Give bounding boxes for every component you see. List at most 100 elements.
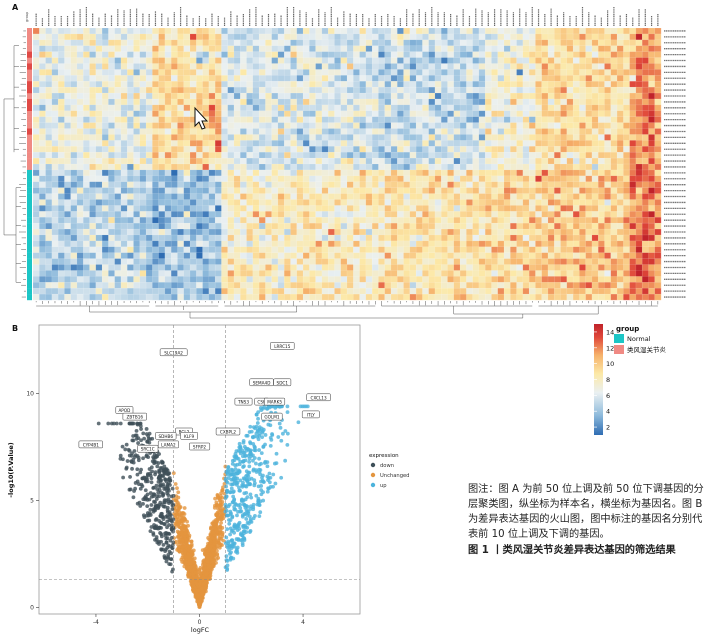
heatmap-cell — [221, 146, 228, 153]
heatmap-cell — [466, 81, 473, 88]
heatmap-cell — [466, 116, 473, 123]
heatmap-cell — [177, 164, 184, 171]
heatmap-cell — [460, 276, 467, 283]
heatmap-cell — [127, 205, 134, 212]
heatmap-cell — [353, 39, 360, 46]
heatmap-cell — [177, 28, 184, 35]
heatmap-cell — [554, 240, 561, 247]
heatmap-cell — [45, 169, 52, 176]
heatmap-cell — [102, 187, 109, 194]
heatmap-cell — [183, 288, 191, 295]
heatmap-cell — [64, 169, 71, 176]
heatmap-cell — [309, 282, 316, 289]
heatmap-cell — [215, 51, 222, 58]
heatmap-cell — [384, 276, 392, 283]
heatmap-cell — [309, 205, 316, 212]
heatmap-cell — [598, 146, 605, 153]
heatmap-cell — [233, 87, 241, 94]
heatmap-cell — [334, 75, 341, 82]
heatmap-cell — [202, 187, 209, 194]
heatmap-cell — [516, 87, 523, 94]
heatmap-cell — [591, 87, 599, 94]
heatmap-cell — [70, 152, 78, 159]
heatmap-cell — [221, 205, 228, 212]
heatmap-cell — [353, 45, 360, 52]
heatmap-cell — [139, 63, 147, 70]
heatmap-cell — [290, 294, 297, 301]
heatmap-cell — [340, 33, 348, 40]
group-annotation-cell — [27, 175, 32, 182]
heatmap-cell — [114, 110, 122, 117]
group-annotation-cell — [27, 205, 32, 212]
heatmap-cell — [196, 146, 203, 153]
heatmap-cell — [635, 128, 643, 135]
heatmap-cell — [227, 294, 235, 301]
heatmap-cell — [598, 175, 605, 182]
heatmap-cell — [353, 140, 360, 147]
heatmap-cell — [265, 98, 272, 106]
heatmap-cell — [654, 98, 662, 106]
heatmap-cell — [447, 98, 454, 106]
heatmap-cell — [610, 288, 618, 295]
heatmap-cell — [409, 270, 417, 277]
heatmap-cell — [573, 217, 580, 224]
heatmap-cell — [547, 193, 555, 200]
heatmap-cell — [541, 193, 549, 200]
heatmap-cell — [491, 33, 498, 40]
heatmap-cell — [315, 246, 323, 253]
heatmap-cell — [252, 217, 260, 224]
heatmap-cell — [95, 276, 103, 283]
heatmap-cell — [416, 175, 423, 182]
heatmap-cell — [51, 45, 59, 52]
heatmap-cell — [510, 205, 517, 212]
heatmap-cell — [353, 57, 360, 64]
heatmap-cell — [246, 187, 253, 194]
heatmap-cell — [535, 193, 542, 200]
heatmap-cell — [39, 229, 46, 236]
heatmap-cell — [416, 288, 423, 295]
heatmap-cell — [460, 270, 467, 277]
heatmap-cell — [177, 104, 184, 111]
heatmap-cell — [183, 240, 191, 247]
heatmap-cell — [120, 75, 128, 82]
heatmap-cell — [598, 140, 605, 147]
heatmap-cell — [378, 164, 385, 171]
heatmap-cell — [478, 169, 486, 176]
heatmap-cell — [504, 270, 511, 277]
heatmap-cell — [252, 234, 260, 242]
heatmap-cell — [108, 33, 115, 40]
heatmap-cell — [340, 193, 348, 200]
heatmap-cell — [45, 199, 52, 206]
heatmap-cell — [585, 122, 593, 129]
heatmap-cell — [397, 57, 404, 64]
heatmap-cell — [598, 229, 605, 236]
heatmap-cell — [158, 57, 166, 64]
heatmap-cell — [202, 81, 209, 88]
heatmap-cell — [265, 93, 272, 100]
heatmap-cell — [133, 223, 140, 230]
heatmap-cell — [164, 69, 172, 76]
heatmap-cell — [554, 246, 561, 253]
heatmap-cell — [428, 240, 436, 247]
heatmap-cell — [648, 205, 655, 212]
heatmap-cell — [120, 146, 128, 153]
heatmap-cell — [422, 51, 429, 58]
heatmap-cell — [453, 294, 461, 301]
heatmap-cell — [146, 69, 153, 76]
heatmap-cell — [491, 229, 498, 236]
heatmap-cell — [139, 211, 147, 218]
heatmap-cell — [33, 45, 40, 52]
heatmap-cell — [321, 258, 329, 265]
heatmap-cell — [221, 240, 228, 247]
heatmap-cell — [328, 187, 335, 194]
heatmap-cell — [390, 217, 398, 224]
heatmap-cell — [177, 181, 184, 188]
heatmap-cell — [108, 87, 115, 94]
heatmap-cell — [409, 252, 417, 259]
heatmap-cell — [284, 39, 291, 46]
heatmap-cell — [409, 193, 417, 200]
heatmap-cell — [497, 51, 505, 58]
heatmap-cell — [265, 128, 272, 135]
heatmap-cell — [522, 181, 530, 188]
heatmap-cell — [491, 175, 498, 182]
